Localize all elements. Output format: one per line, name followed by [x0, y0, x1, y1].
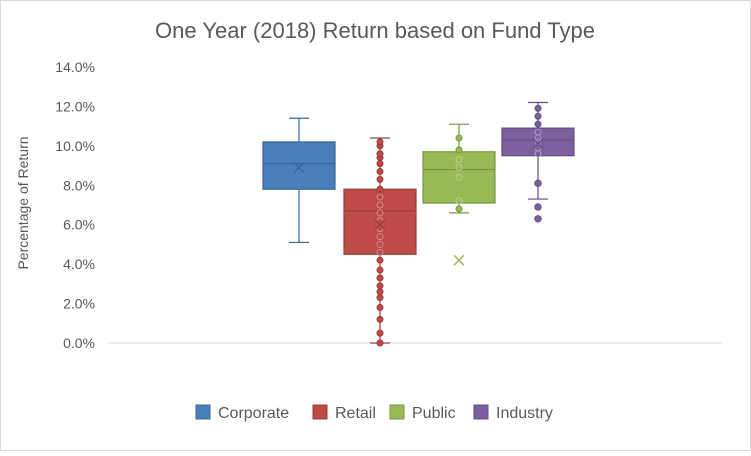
- box-corporate: [262, 117, 336, 244]
- y-tick-label: 6.0%: [63, 217, 95, 233]
- legend-label: Retail: [335, 405, 376, 422]
- chart-title: One Year (2018) Return based on Fund Typ…: [155, 18, 595, 43]
- data-point: [376, 248, 384, 256]
- mean-marker-stroke: [532, 138, 544, 150]
- data-point: [534, 120, 542, 128]
- box-retail: [343, 137, 417, 347]
- data-point: [376, 339, 384, 347]
- outlier-point: [534, 179, 542, 188]
- data-point: [455, 173, 463, 181]
- data-point: [534, 138, 542, 146]
- data-point: [376, 138, 384, 146]
- box-public: [422, 123, 496, 266]
- mean-marker-stroke: [293, 162, 305, 174]
- mean-marker: [532, 138, 544, 150]
- mean-marker-stroke: [453, 254, 465, 266]
- box-body: [343, 188, 417, 255]
- outlier-point: [534, 203, 542, 211]
- data-point: [376, 274, 384, 282]
- data-point: [455, 156, 463, 164]
- data-point: [455, 134, 463, 142]
- data-point: [376, 193, 384, 201]
- data-point: [376, 233, 384, 241]
- data-point: [455, 205, 463, 213]
- data-point: [376, 315, 384, 323]
- data-point: [376, 175, 384, 183]
- legend-item-retail: Retail: [312, 404, 376, 422]
- legend-label: Public: [412, 405, 456, 422]
- legend: Corporate Retail Public Industry: [195, 404, 553, 422]
- outlier-point: [534, 215, 542, 223]
- y-tick-label: 10.0%: [55, 138, 95, 154]
- data-point: [534, 128, 542, 136]
- data-point: [534, 112, 542, 120]
- legend-item-industry: Industry: [473, 404, 553, 422]
- legend-swatch: [473, 404, 489, 420]
- data-point: [376, 167, 384, 175]
- data-point: [376, 266, 384, 274]
- y-tick-label: 0.0%: [63, 335, 95, 351]
- legend-item-public: Public: [389, 404, 456, 422]
- data-point: [376, 256, 384, 264]
- data-point: [376, 282, 384, 290]
- data-point: [376, 185, 384, 193]
- legend-swatch: [195, 404, 211, 420]
- y-tick-label: 8.0%: [63, 177, 95, 193]
- y-tick-label: 12.0%: [55, 98, 95, 114]
- y-axis: 0.0% 2.0% 4.0% 6.0% 8.0% 10.0% 12.0% 14.0%: [55, 59, 95, 351]
- data-point: [376, 294, 384, 302]
- mean-marker-stroke: [374, 219, 386, 231]
- y-tick-label: 2.0%: [63, 296, 95, 312]
- mean-marker: [453, 254, 465, 266]
- box-body: [422, 151, 496, 204]
- data-point: [455, 197, 463, 205]
- data-point: [534, 104, 542, 112]
- legend-swatch: [389, 404, 405, 420]
- data-point: [455, 146, 463, 154]
- data-point: [455, 164, 463, 172]
- legend-swatch: [312, 404, 328, 420]
- data-point: [376, 329, 384, 337]
- box-body: [501, 127, 575, 157]
- mean-marker: [374, 219, 386, 231]
- mean-marker: [293, 162, 305, 174]
- box-body: [262, 141, 336, 190]
- data-point: [376, 201, 384, 209]
- box-series-group: [262, 101, 575, 347]
- data-point: [376, 160, 384, 168]
- y-axis-label: Percentage of Return: [15, 136, 31, 269]
- data-point: [376, 209, 384, 217]
- legend-label: Industry: [496, 405, 553, 422]
- box-industry: [501, 101, 575, 223]
- legend-item-corporate: Corporate: [195, 404, 289, 422]
- y-tick-label: 4.0%: [63, 256, 95, 272]
- data-point: [376, 304, 384, 312]
- data-point: [376, 240, 384, 248]
- y-tick-label: 14.0%: [55, 59, 95, 75]
- legend-label: Corporate: [218, 405, 289, 422]
- data-point: [376, 288, 384, 296]
- data-point: [376, 150, 384, 158]
